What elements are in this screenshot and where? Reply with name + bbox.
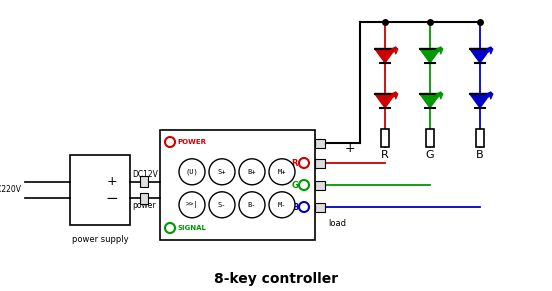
Polygon shape [375, 49, 395, 63]
Text: B+: B+ [248, 169, 256, 175]
Text: G: G [291, 180, 299, 189]
Text: 8-key controller: 8-key controller [214, 272, 338, 286]
Text: SIGNAL: SIGNAL [177, 225, 206, 231]
Bar [160, 130, 315, 240]
Bar [70, 155, 130, 225]
Circle shape [269, 159, 295, 185]
Text: R: R [381, 150, 389, 160]
Circle shape [239, 192, 265, 218]
Circle shape [179, 159, 205, 185]
Circle shape [299, 180, 309, 190]
Polygon shape [470, 93, 490, 108]
Text: M-: M- [278, 202, 286, 208]
Text: R: R [292, 159, 298, 168]
Circle shape [269, 192, 295, 218]
Bar [140, 176, 148, 187]
Text: +: + [107, 175, 118, 188]
Circle shape [165, 223, 175, 233]
Bar [381, 129, 389, 147]
Bar [315, 203, 325, 212]
Circle shape [209, 192, 235, 218]
Polygon shape [420, 93, 440, 108]
Text: +: + [344, 142, 355, 155]
Text: S+: S+ [217, 169, 226, 175]
Text: G: G [426, 150, 434, 160]
Text: M+: M+ [278, 169, 286, 175]
Text: B-: B- [248, 202, 256, 208]
Text: B: B [292, 203, 298, 212]
Text: load: load [328, 219, 346, 228]
Text: S-: S- [217, 202, 226, 208]
Circle shape [179, 192, 205, 218]
Bar [315, 180, 325, 189]
Polygon shape [375, 93, 395, 108]
Bar [426, 129, 434, 147]
Text: (U): (U) [185, 168, 198, 175]
Bar [476, 129, 484, 147]
Text: power: power [132, 201, 156, 210]
Circle shape [239, 159, 265, 185]
Text: POWER: POWER [177, 139, 206, 145]
Circle shape [299, 202, 309, 212]
Circle shape [299, 158, 309, 168]
Circle shape [209, 159, 235, 185]
Bar [315, 139, 325, 148]
Text: >>|: >>| [185, 201, 198, 208]
Text: −: − [105, 191, 118, 206]
Circle shape [165, 137, 175, 147]
Polygon shape [470, 49, 490, 63]
Bar [140, 193, 148, 204]
Bar [315, 159, 325, 168]
Text: B: B [476, 150, 484, 160]
Text: DC12V: DC12V [132, 170, 158, 179]
Polygon shape [420, 49, 440, 63]
Text: power supply: power supply [72, 235, 128, 244]
Text: AC220V: AC220V [0, 185, 22, 194]
